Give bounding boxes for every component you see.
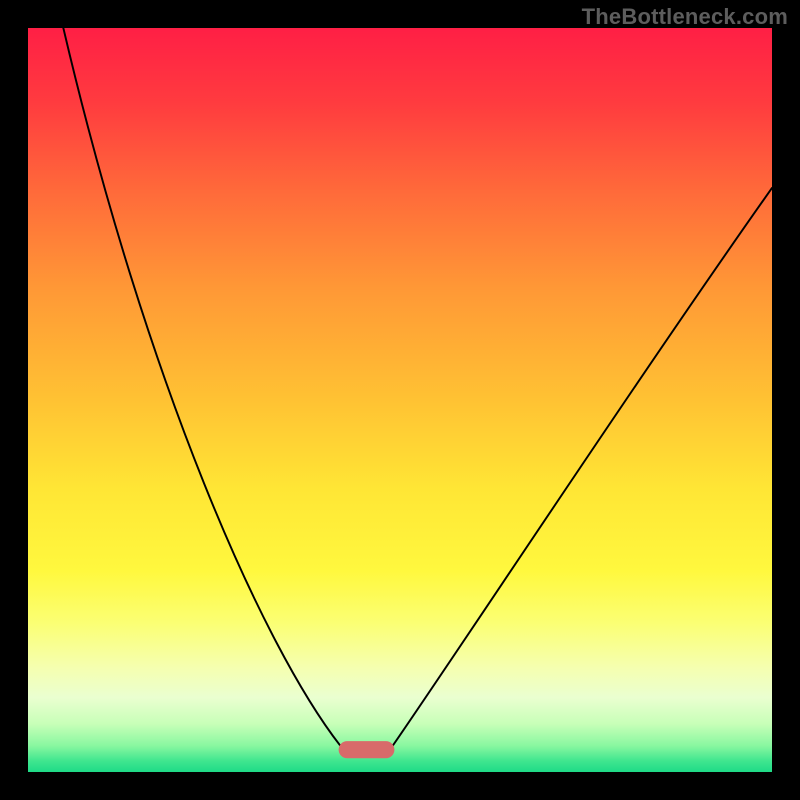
minimum-marker	[339, 741, 395, 758]
chart-frame: TheBottleneck.com	[0, 0, 800, 800]
plot-area	[28, 28, 772, 772]
gradient-background	[28, 28, 772, 772]
chart-svg	[28, 28, 772, 772]
watermark-text: TheBottleneck.com	[582, 4, 788, 30]
